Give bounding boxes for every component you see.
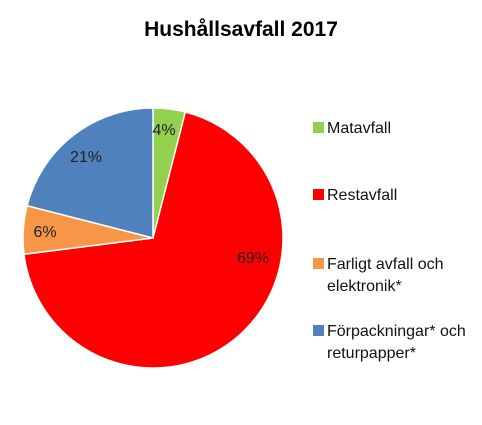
legend-item-matavfall: Matavfall xyxy=(313,118,482,140)
legend-swatch-matavfall xyxy=(313,122,324,133)
legend-swatch-restavfall xyxy=(313,189,324,200)
pie-label-restavfall: 69% xyxy=(237,250,269,267)
legend-swatch-forpackningar xyxy=(313,325,324,336)
legend-item-farligt-avfall: Farligt avfall och elektronik* xyxy=(313,254,482,298)
pie-slice-restavfall xyxy=(23,111,284,369)
legend-label-restavfall: Restavfall xyxy=(327,187,398,204)
pie-label-farligt-avfall: 6% xyxy=(33,224,56,241)
legend-swatch-farligt-avfall xyxy=(313,258,324,269)
legend-label-forpackningar: Förpackningar* och returpapper* xyxy=(327,323,466,362)
legend-label-matavfall: Matavfall xyxy=(327,120,392,137)
legend-item-restavfall: Restavfall xyxy=(313,185,482,207)
pie-label-matavfall: 4% xyxy=(152,122,175,139)
legend-item-forpackningar: Förpackningar* och returpapper* xyxy=(313,321,482,365)
legend-label-farligt-avfall: Farligt avfall och elektronik* xyxy=(327,256,444,295)
pie-slice-forpackningar xyxy=(26,107,154,239)
pie-label-forpackningar: 21% xyxy=(70,149,102,166)
chart-title: Hushållsavfall 2017 xyxy=(144,18,338,41)
